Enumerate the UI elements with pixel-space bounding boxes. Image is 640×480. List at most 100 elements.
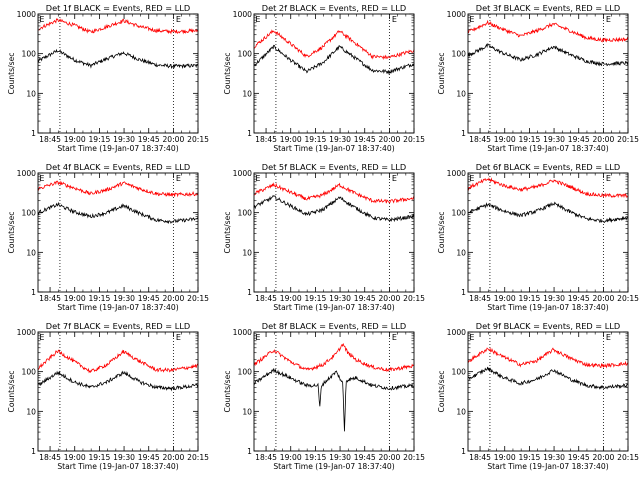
x-tick-label: 19:45 — [138, 453, 160, 462]
event-annotation: E — [392, 174, 397, 183]
x-tick-label: 19:30 — [113, 135, 135, 144]
x-tick-label: 18:45 — [255, 294, 277, 303]
event-annotation: E — [39, 174, 44, 183]
x-tick-label: 18:45 — [255, 453, 277, 462]
series-line-lld — [467, 19, 629, 43]
series-line-events — [467, 43, 629, 67]
plot-frame — [37, 172, 199, 293]
x-tick-label: 20:15 — [403, 294, 425, 303]
y-tick-label: 1 — [247, 288, 252, 297]
y-axis-label: Counts/sec — [223, 53, 232, 95]
panel-title: Det 7f BLACK = Events, RED = LLD — [46, 321, 190, 331]
y-tick-label: 1000 — [17, 328, 36, 337]
event-annotation: E — [392, 15, 397, 24]
event-annotation: E — [176, 15, 181, 24]
event-annotation: E — [39, 15, 44, 24]
y-tick-label: 100 — [452, 209, 467, 218]
x-tick-label: 19:15 — [304, 453, 326, 462]
y-tick-label: 1000 — [233, 328, 252, 337]
x-tick-label: 20:15 — [617, 294, 639, 303]
series-line-events — [37, 201, 199, 225]
series-line-lld — [37, 349, 199, 374]
x-tick-label: 19:00 — [280, 453, 302, 462]
y-tick-label: 1 — [31, 447, 36, 456]
y-tick-label: 100 — [452, 368, 467, 377]
series-line-events — [253, 194, 415, 223]
x-tick-label: 19:30 — [543, 294, 565, 303]
x-tick-label: 19:00 — [280, 294, 302, 303]
y-tick-label: 10 — [242, 407, 252, 416]
event-annotation: E — [606, 15, 611, 24]
event-annotation: E — [469, 174, 474, 183]
x-axis-label: Start Time (19-Jan-07 18:37:40) — [487, 462, 608, 471]
event-annotation: E — [176, 333, 181, 342]
x-tick-label: 20:15 — [403, 453, 425, 462]
x-tick-label: 19:00 — [494, 453, 516, 462]
x-tick-label: 20:00 — [592, 453, 614, 462]
x-tick-label: 19:45 — [354, 294, 376, 303]
plot-frame — [37, 331, 199, 452]
y-tick-label: 1000 — [447, 328, 466, 337]
series-line-events — [37, 48, 199, 70]
series-line-lld — [37, 18, 199, 35]
y-tick-label: 10 — [26, 89, 36, 98]
y-tick-label: 100 — [238, 368, 253, 377]
series-line-lld — [253, 182, 415, 204]
series-line-lld — [253, 29, 415, 60]
x-tick-label: 18:45 — [39, 453, 61, 462]
x-tick-label: 19:30 — [113, 453, 135, 462]
series-line-events — [253, 44, 415, 75]
series-line-events — [37, 370, 199, 392]
x-tick-label: 20:00 — [162, 294, 184, 303]
series-line-lld — [467, 177, 629, 199]
x-tick-label: 19:45 — [354, 453, 376, 462]
series-line-lld — [253, 342, 415, 373]
x-tick-label: 19:45 — [138, 135, 160, 144]
x-tick-label: 18:45 — [39, 135, 61, 144]
x-tick-label: 19:00 — [494, 135, 516, 144]
y-tick-label: 1000 — [233, 10, 252, 19]
y-tick-label: 1 — [247, 447, 252, 456]
y-axis-label: Counts/sec — [7, 212, 16, 254]
event-annotation: E — [606, 174, 611, 183]
x-tick-label: 19:15 — [88, 135, 110, 144]
y-tick-label: 10 — [26, 248, 36, 257]
plot-frame — [253, 331, 415, 452]
event-annotation: E — [255, 333, 260, 342]
y-axis-label: Counts/sec — [7, 53, 16, 95]
x-tick-label: 20:15 — [187, 135, 209, 144]
x-axis-label: Start Time (19-Jan-07 18:37:40) — [487, 303, 608, 312]
x-tick-label: 20:00 — [592, 294, 614, 303]
x-tick-label: 19:30 — [329, 294, 351, 303]
y-axis-label: Counts/sec — [223, 212, 232, 254]
y-tick-label: 1000 — [17, 169, 36, 178]
y-tick-label: 10 — [456, 407, 466, 416]
x-tick-label: 19:15 — [304, 135, 326, 144]
x-axis-label: Start Time (19-Jan-07 18:37:40) — [273, 462, 394, 471]
x-tick-label: 19:30 — [329, 453, 351, 462]
y-axis-label: Counts/sec — [7, 371, 16, 413]
x-tick-label: 19:15 — [518, 294, 540, 303]
panel-title: Det 8f BLACK = Events, RED = LLD — [262, 321, 406, 331]
series-line-events — [467, 201, 629, 223]
series-line-events — [253, 368, 415, 432]
x-tick-label: 20:15 — [187, 453, 209, 462]
y-tick-label: 1000 — [447, 10, 466, 19]
x-tick-label: 20:00 — [162, 135, 184, 144]
event-annotation: E — [606, 333, 611, 342]
x-tick-label: 18:45 — [255, 135, 277, 144]
y-tick-label: 100 — [238, 50, 253, 59]
x-tick-label: 19:15 — [304, 294, 326, 303]
x-tick-label: 19:15 — [88, 453, 110, 462]
x-tick-label: 19:45 — [568, 135, 590, 144]
y-tick-label: 10 — [456, 248, 466, 257]
x-tick-label: 20:15 — [617, 135, 639, 144]
x-tick-label: 20:00 — [378, 294, 400, 303]
x-tick-label: 19:00 — [64, 453, 86, 462]
x-tick-label: 20:15 — [617, 453, 639, 462]
x-tick-label: 18:45 — [469, 453, 491, 462]
plot-frame — [253, 172, 415, 293]
